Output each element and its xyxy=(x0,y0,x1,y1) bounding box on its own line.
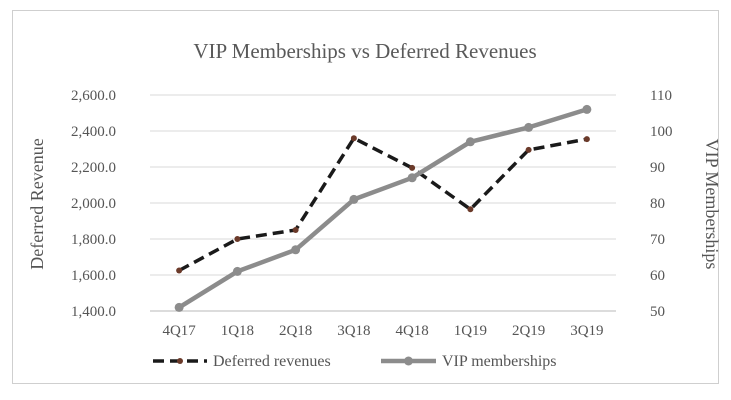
data-point xyxy=(292,227,299,233)
data-point xyxy=(409,164,416,171)
legend-label-0: Deferred revenues xyxy=(213,353,331,370)
x-tick-label: 3Q19 xyxy=(570,323,603,339)
right-tick-label: 50 xyxy=(650,304,665,320)
x-tick-label: 4Q18 xyxy=(395,323,428,339)
data-point xyxy=(232,266,242,276)
right-axis-ticks: 50 60 70 80 90 100 110 xyxy=(650,88,673,320)
x-tick-label: 2Q18 xyxy=(279,323,312,339)
left-tick-label: 2,600.0 xyxy=(71,88,116,104)
data-point xyxy=(465,137,475,147)
x-tick-label: 2Q19 xyxy=(512,323,545,339)
x-axis-ticks: 4Q17 1Q18 2Q18 3Q18 4Q18 1Q19 2Q19 3Q19 xyxy=(162,323,603,339)
x-tick-label: 1Q19 xyxy=(454,323,487,339)
legend-marker-0 xyxy=(177,358,183,364)
right-tick-label: 100 xyxy=(650,124,673,140)
left-tick-label: 2,200.0 xyxy=(71,160,116,176)
right-tick-label: 80 xyxy=(650,196,665,212)
left-axis-ticks: 1,400.0 1,600.0 1,800.0 2,000.0 2,200.0 2,400… xyxy=(71,88,116,320)
right-tick-label: 90 xyxy=(650,160,665,176)
right-axis-title: VIP Memberships xyxy=(702,139,722,270)
legend: Deferred revenues VIP memberships xyxy=(153,353,557,370)
data-point xyxy=(582,104,592,114)
data-point xyxy=(407,173,417,183)
data-point xyxy=(349,194,359,204)
data-point xyxy=(583,136,590,143)
left-axis-title: Deferred Revenue xyxy=(27,138,47,269)
x-tick-label: 4Q17 xyxy=(162,323,196,339)
x-tick-label: 1Q18 xyxy=(221,323,254,339)
right-tick-label: 70 xyxy=(650,232,665,248)
legend-label-1: VIP memberships xyxy=(442,353,557,370)
series-line-1 xyxy=(177,107,588,310)
series-line-0 xyxy=(178,136,588,273)
left-tick-label: 1,400.0 xyxy=(71,304,116,320)
data-point xyxy=(350,135,357,142)
data-point xyxy=(467,206,474,213)
data-point xyxy=(525,146,532,153)
left-tick-label: 1,600.0 xyxy=(71,268,116,284)
data-point xyxy=(234,236,241,242)
right-tick-label: 60 xyxy=(650,268,665,284)
series-layer xyxy=(174,104,592,312)
left-tick-label: 2,400.0 xyxy=(71,124,116,140)
left-tick-label: 2,000.0 xyxy=(71,196,116,212)
legend-marker-1 xyxy=(404,356,413,366)
right-tick-label: 110 xyxy=(650,88,672,104)
data-point xyxy=(176,267,183,274)
chart-title: VIP Memberships vs Deferred Revenues xyxy=(193,39,536,63)
data-point xyxy=(291,245,301,255)
data-point xyxy=(524,122,534,132)
left-tick-label: 1,800.0 xyxy=(71,232,116,248)
gridlines xyxy=(150,94,616,312)
x-tick-label: 3Q18 xyxy=(337,323,370,339)
data-point xyxy=(174,302,184,312)
